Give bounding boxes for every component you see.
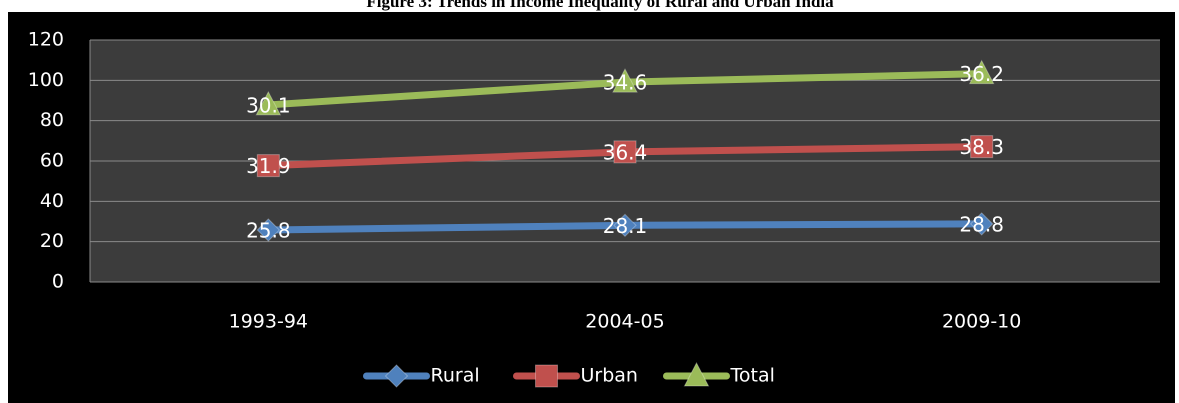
data-label: 28.8 (959, 212, 1004, 236)
y-tick-label: 60 (40, 150, 64, 172)
y-tick-label: 0 (52, 271, 64, 293)
legend-marker (683, 361, 710, 387)
marker (256, 154, 280, 178)
marker (612, 68, 638, 93)
y-tick-label: 40 (40, 190, 64, 212)
marker (613, 140, 637, 164)
y-tick-label: 120 (28, 29, 64, 51)
marker (968, 59, 995, 85)
data-label: 25.8 (246, 218, 291, 242)
data-label: 31.9 (246, 154, 291, 178)
y-tick-label: 100 (28, 69, 64, 91)
data-label: 34.6 (603, 71, 648, 95)
marker (969, 212, 994, 236)
legend-marker (535, 364, 558, 388)
y-tick-label: 20 (40, 230, 64, 252)
data-label: 36.2 (959, 62, 1004, 86)
legend-item: Rural (363, 364, 480, 388)
data-label: 30.1 (246, 93, 291, 117)
legend-item: Urban (513, 364, 638, 388)
marker (255, 90, 282, 116)
legend-label: Urban (581, 365, 638, 387)
y-tick-label: 80 (40, 109, 64, 131)
x-tick-label: 2004-05 (585, 311, 664, 333)
marker (613, 213, 637, 238)
marker (970, 135, 994, 159)
x-tick-label: 2009-10 (942, 311, 1021, 333)
data-label: 36.4 (603, 140, 648, 164)
legend-label: Total (730, 365, 775, 387)
data-label: 38.3 (959, 135, 1004, 159)
x-tick-label: 1993-94 (229, 311, 308, 333)
legend-item: Total (663, 361, 775, 387)
chart-title: Figure 3: Trends in Income Inequality of… (366, 0, 834, 11)
legend-marker (384, 364, 409, 388)
legend-label: Rural (431, 365, 480, 387)
marker (256, 218, 281, 242)
data-label: 28.1 (603, 214, 648, 238)
